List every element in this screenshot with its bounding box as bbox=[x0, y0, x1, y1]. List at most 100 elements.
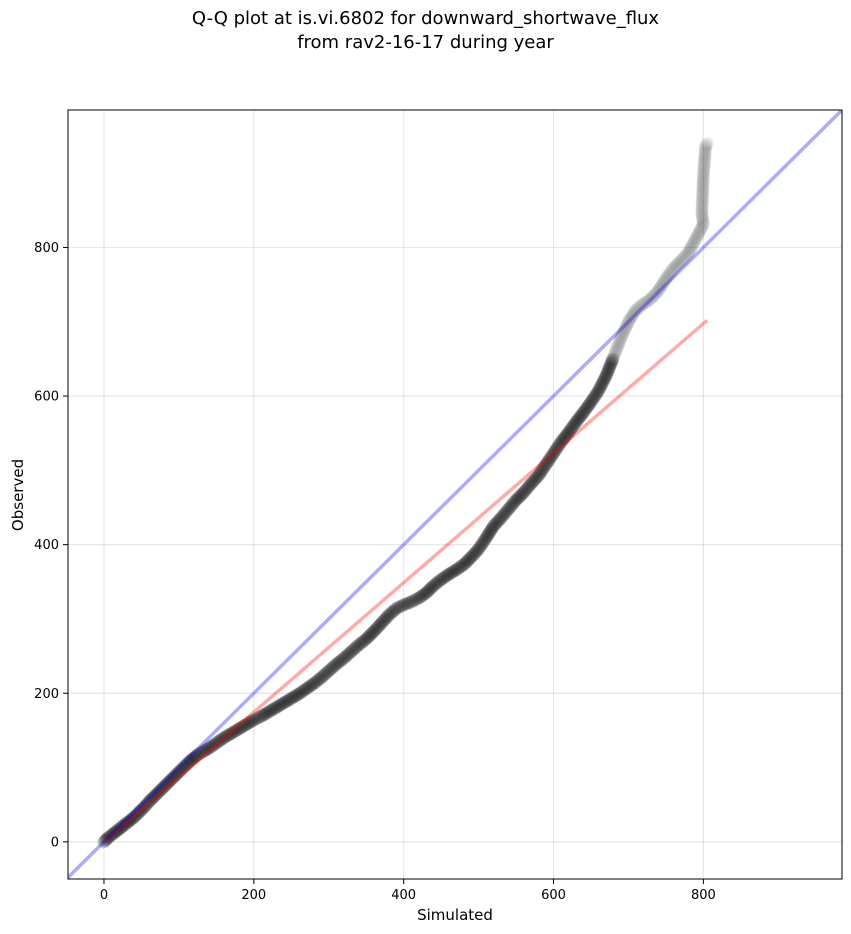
qq-point bbox=[353, 637, 367, 651]
qq-point bbox=[98, 834, 112, 848]
qq-point bbox=[271, 699, 285, 713]
qq-point bbox=[683, 243, 697, 257]
qq-point bbox=[304, 679, 318, 693]
qq-point bbox=[655, 278, 669, 292]
qq-point bbox=[691, 228, 705, 242]
qq-point bbox=[696, 175, 710, 189]
qq-point bbox=[106, 827, 120, 841]
qq-point bbox=[635, 298, 649, 312]
qq-point bbox=[395, 599, 409, 613]
qq-point bbox=[375, 615, 389, 629]
qq-point bbox=[689, 232, 703, 246]
qq-point bbox=[686, 238, 700, 252]
qq-point bbox=[227, 725, 241, 739]
qq-point bbox=[358, 633, 372, 647]
qq-point bbox=[126, 811, 140, 825]
qq-point bbox=[386, 604, 400, 618]
qq-point bbox=[687, 235, 701, 249]
qq-point bbox=[146, 791, 160, 805]
qq-point bbox=[263, 704, 277, 718]
qq-point bbox=[596, 374, 610, 388]
qq-point bbox=[470, 543, 484, 557]
qq-point bbox=[364, 627, 378, 641]
qq-point bbox=[274, 698, 288, 712]
qq-point bbox=[695, 192, 709, 206]
qq-point bbox=[670, 258, 684, 272]
tick-layer: 0 200 400 600 800 0 200 400 600 800 bbox=[34, 241, 716, 903]
qq-point bbox=[337, 651, 351, 665]
qq-point bbox=[436, 572, 450, 586]
qq-point bbox=[532, 469, 546, 483]
qq-point bbox=[158, 779, 172, 793]
qq-point bbox=[593, 381, 607, 395]
qq-point bbox=[696, 168, 710, 182]
qq-point bbox=[161, 776, 175, 790]
qq-point bbox=[262, 705, 276, 719]
qq-point bbox=[599, 369, 613, 383]
qq-point bbox=[659, 272, 673, 286]
qq-point bbox=[103, 829, 117, 843]
qq-point bbox=[117, 818, 131, 832]
qq-point bbox=[310, 674, 324, 688]
qq-point bbox=[675, 252, 689, 266]
qq-point bbox=[455, 559, 469, 573]
qq-point bbox=[515, 487, 529, 501]
qq-point bbox=[627, 306, 641, 320]
qq-point bbox=[465, 549, 479, 563]
qq-point bbox=[408, 593, 422, 607]
x-tick-label: 0 bbox=[100, 888, 108, 903]
qq-point bbox=[393, 600, 407, 614]
qq-point bbox=[244, 715, 258, 729]
qq-point bbox=[653, 281, 667, 295]
qq-point bbox=[572, 411, 586, 425]
grid-lines bbox=[68, 110, 842, 879]
qq-point bbox=[442, 567, 456, 581]
qq-point bbox=[696, 212, 710, 226]
qq-point bbox=[370, 620, 384, 634]
qq-point bbox=[249, 712, 263, 726]
qq-point bbox=[349, 641, 363, 655]
qq-point bbox=[552, 438, 566, 452]
qq-point bbox=[641, 294, 655, 308]
qq-point bbox=[658, 273, 672, 287]
qq-point bbox=[493, 512, 507, 526]
qq-point bbox=[696, 190, 710, 204]
qq-point bbox=[460, 554, 474, 568]
qq-point bbox=[416, 588, 430, 602]
qq-point bbox=[440, 568, 454, 582]
qq-point bbox=[295, 685, 309, 699]
qq-point bbox=[202, 741, 216, 755]
qq-point bbox=[469, 545, 483, 559]
axes-frame bbox=[67, 109, 843, 880]
qq-point bbox=[163, 774, 177, 788]
qq-point bbox=[434, 573, 448, 587]
qq-point bbox=[534, 465, 548, 479]
qq-point bbox=[536, 462, 550, 476]
qq-point bbox=[322, 664, 336, 678]
qq-point bbox=[656, 276, 670, 290]
qq-point bbox=[265, 703, 279, 717]
qq-point bbox=[359, 632, 373, 646]
qq-point bbox=[544, 449, 558, 463]
qq-point bbox=[236, 719, 250, 733]
qq-point bbox=[196, 745, 210, 759]
qq-point bbox=[223, 727, 237, 741]
qq-point bbox=[699, 139, 713, 153]
qq-point bbox=[340, 649, 354, 663]
qq-point bbox=[449, 563, 463, 577]
qq-point bbox=[570, 414, 584, 428]
qq-point bbox=[698, 143, 712, 157]
qq-point bbox=[548, 445, 562, 459]
qq-point bbox=[566, 420, 580, 434]
qq-point bbox=[504, 499, 518, 513]
qq-point bbox=[633, 299, 647, 313]
qq-point bbox=[316, 669, 330, 683]
qq-point bbox=[524, 477, 538, 491]
qq-point bbox=[109, 824, 123, 838]
qq-point bbox=[177, 760, 191, 774]
qq-point bbox=[695, 203, 709, 217]
qq-point bbox=[555, 434, 569, 448]
qq-point bbox=[137, 800, 151, 814]
qq-point bbox=[674, 254, 688, 268]
qq-point bbox=[346, 643, 360, 657]
